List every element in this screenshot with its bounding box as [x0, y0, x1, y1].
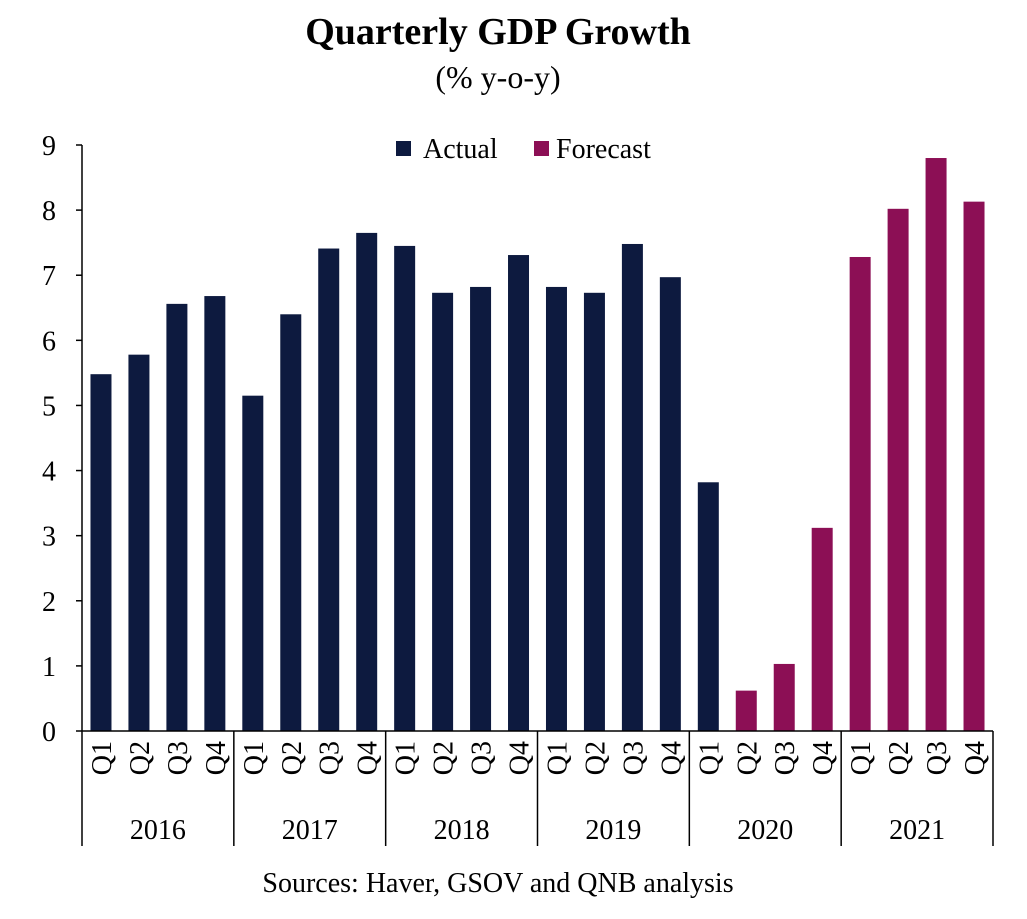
- x-tick-label: Q4: [505, 741, 536, 775]
- y-tick-label: 0: [42, 717, 56, 748]
- year-label: 2021: [889, 815, 945, 846]
- chart-subtitle: (% y-o-y): [435, 59, 560, 95]
- bar-actual-6: [318, 248, 340, 731]
- year-label: 2018: [434, 815, 490, 846]
- bar-forecast-21: [887, 208, 909, 731]
- bar-actual-7: [356, 232, 378, 731]
- x-tick-label: Q3: [315, 741, 346, 775]
- bar-actual-11: [508, 255, 530, 732]
- x-axis: Q1 Q2 Q3 Q4 Q1 Q2 Q3 Q4 Q1 Q2 Q3 Q4 Q1 Q2 Q3 Q4 Q1 Q2 Q3 Q4…: [81, 730, 994, 846]
- x-tick-label: Q1: [87, 741, 118, 775]
- x-tick-label: Q4: [960, 741, 991, 775]
- chart-title: Quarterly GDP Growth: [305, 11, 691, 53]
- bar-actual-4: [242, 395, 264, 731]
- x-tick-label: Q1: [846, 741, 877, 775]
- bar-actual-14: [621, 243, 643, 731]
- x-tick-label: Q3: [163, 741, 194, 775]
- y-tick-label: 8: [42, 196, 56, 227]
- legend-swatch-actual: [396, 141, 411, 156]
- bar-forecast-17: [735, 690, 757, 731]
- x-tick-label: Q2: [277, 741, 308, 775]
- y-tick-label: 6: [42, 326, 56, 357]
- y-tick-label: 1: [42, 652, 56, 683]
- bar-forecast-22: [925, 158, 947, 731]
- legend-label-actual: Actual: [423, 134, 498, 165]
- y-tick-label: 7: [42, 261, 56, 292]
- bar-actual-9: [432, 292, 454, 731]
- x-tick-label: Q3: [770, 741, 801, 775]
- bar-forecast-18: [773, 663, 795, 731]
- x-tick-label: Q3: [618, 741, 649, 775]
- x-tick-label: Q2: [884, 741, 915, 775]
- year-label: 2016: [130, 815, 186, 846]
- x-tick-label: Q2: [125, 741, 156, 775]
- bar-forecast-20: [849, 256, 871, 731]
- x-tick-label: Q3: [467, 741, 498, 775]
- bar-forecast-19: [811, 527, 833, 731]
- year-label: 2020: [737, 815, 793, 846]
- y-tick-label: 5: [42, 391, 56, 422]
- x-tick-label: Q4: [201, 741, 232, 775]
- bar-actual-12: [545, 286, 567, 731]
- y-tick-label: 2: [42, 587, 56, 618]
- legend-swatch-forecast: [534, 141, 549, 156]
- bar-actual-2: [166, 303, 188, 731]
- x-tick-label: Q2: [732, 741, 763, 775]
- bar-actual-0: [90, 374, 112, 731]
- source-note: Sources: Haver, GSOV and QNB analysis: [262, 868, 733, 899]
- x-tick-label: Q1: [391, 741, 422, 775]
- year-label: 2019: [585, 815, 641, 846]
- x-tick-label: Q2: [580, 741, 611, 775]
- bar-forecast-23: [963, 201, 985, 731]
- y-tick-label: 9: [42, 131, 56, 162]
- bar-actual-13: [583, 292, 605, 731]
- x-tick-label: Q1: [694, 741, 725, 775]
- bar-actual-5: [280, 314, 302, 731]
- bar-actual-3: [204, 296, 226, 731]
- year-label: 2017: [282, 815, 338, 846]
- y-axis: 0 1 2 3 4 5 6 7 8 9: [42, 131, 83, 748]
- x-tick-label: Q4: [808, 741, 839, 775]
- bar-actual-15: [659, 277, 681, 731]
- x-tick-label: Q4: [353, 741, 384, 775]
- x-tick-label: Q1: [239, 741, 270, 775]
- legend-label-forecast: Forecast: [556, 134, 651, 165]
- x-tick-label: Q4: [656, 741, 687, 775]
- bar-actual-10: [470, 286, 492, 731]
- x-tick-label: Q2: [429, 741, 460, 775]
- y-tick-label: 3: [42, 522, 56, 553]
- legend: Actual Forecast: [396, 134, 651, 165]
- x-tick-label: Q1: [542, 741, 573, 775]
- bars: [90, 158, 985, 732]
- bar-actual-1: [128, 354, 150, 731]
- bar-actual-8: [394, 245, 416, 732]
- y-tick-label: 4: [42, 457, 56, 488]
- x-tick-label: Q3: [922, 741, 953, 775]
- bar-actual-16: [697, 482, 719, 731]
